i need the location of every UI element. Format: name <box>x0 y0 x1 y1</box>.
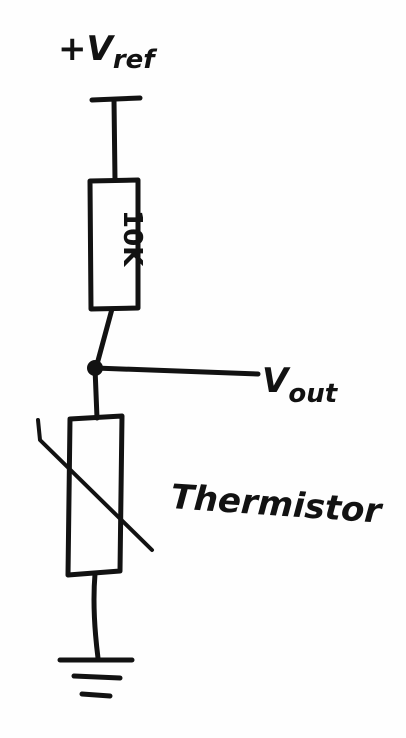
output-label: Vout <box>262 361 339 409</box>
resistor: 10K <box>87 177 147 312</box>
wire-thermistor-to-ground <box>91 571 101 661</box>
resistor-body <box>87 177 141 312</box>
supply-label-subscript: ref <box>113 45 158 75</box>
wire-supply-to-resistor <box>111 97 118 183</box>
wire-output <box>92 365 261 377</box>
thermistor-tempco-line <box>36 418 154 552</box>
wire-junction-to-thermistor <box>92 365 100 421</box>
thermistor-label: Thermistor <box>169 477 384 532</box>
output-label-subscript: out <box>288 379 338 409</box>
supply-label-main: +V <box>58 29 115 69</box>
ground-symbol-icon <box>57 657 135 699</box>
output-label-main: V <box>262 361 291 401</box>
thermistor <box>36 413 154 578</box>
resistor-value-label: 10K <box>117 210 147 267</box>
supply-label: +Vref <box>58 29 158 75</box>
wire-resistor-to-junction <box>93 306 115 371</box>
thermistor-body <box>65 413 125 578</box>
